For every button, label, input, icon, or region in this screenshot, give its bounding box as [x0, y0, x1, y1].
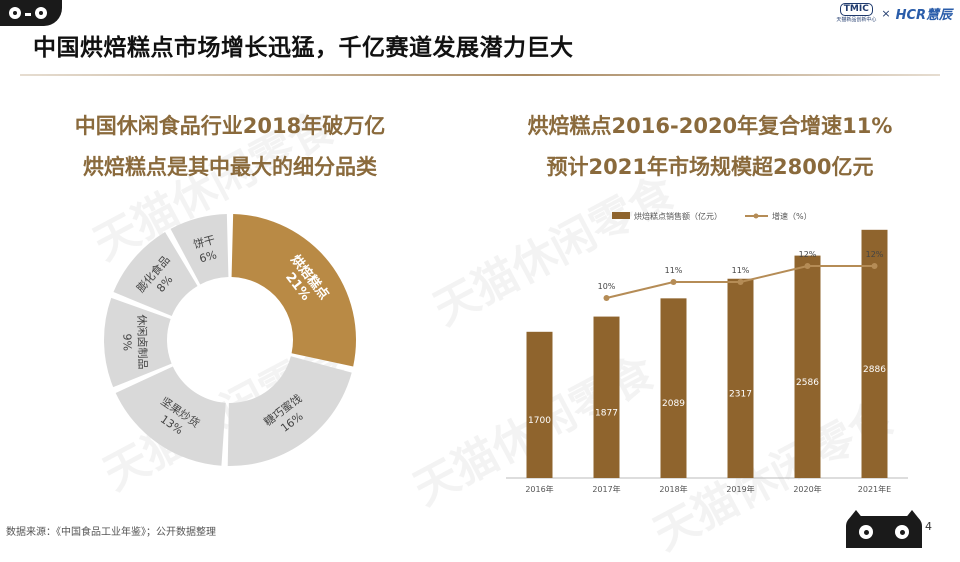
donut-slice [113, 232, 198, 317]
logo-eye-icon [35, 7, 47, 19]
logo-nose-icon [25, 13, 31, 16]
growth-point [871, 263, 878, 269]
tmic-subtitle: 天猫新品创新中心 [836, 17, 877, 23]
logo-ear-icon [848, 510, 864, 520]
growth-value-label: 12% [799, 250, 817, 259]
slide-title: 中国烘焙糕点市场增长迅猛，千亿赛道发展潜力巨大 [33, 35, 574, 61]
legend-line-label: 增速（%） [772, 211, 812, 221]
title-underline [20, 74, 940, 76]
chart-legend: 烘焙糕点销售额（亿元） 增速（%） [612, 211, 812, 221]
logo-eye-icon [859, 525, 873, 539]
donut-slice [103, 297, 172, 388]
donut-label-group: 饼干6% [192, 232, 218, 265]
legend-line-marker [753, 213, 759, 219]
growth-value-label: 11% [732, 266, 750, 275]
x-tick-label: 2016年 [525, 484, 553, 494]
x-tick-label: 2017年 [592, 484, 620, 494]
tmall-logo-top [0, 0, 62, 26]
partner-logos: TMIC 天猫新品创新中心 × HCR慧辰 [836, 3, 952, 23]
bar [727, 278, 754, 478]
tmic-logo: TMIC 天猫新品创新中心 [836, 3, 876, 23]
tmall-logo-bottom [846, 510, 922, 548]
growth-point [670, 279, 677, 285]
legend-bar-swatch [612, 212, 630, 219]
right-headline-2: 预计2021年市场规模超2800亿元 [546, 155, 874, 179]
x-tick-label: 2019年 [726, 484, 754, 494]
bar-value-label: 2089 [662, 399, 685, 409]
left-headline-2: 烘焙糕点是其中最大的细分品类 [83, 155, 377, 179]
bar-value-label: 1700 [528, 416, 551, 426]
growth-value-label: 12% [866, 250, 884, 259]
donut-slice-label: 休闲卤制品 [135, 314, 150, 369]
growth-value-label: 11% [665, 266, 683, 275]
donut-slice [231, 214, 356, 367]
page-number: 4 [925, 520, 932, 533]
hcr-logo: HCR慧辰 [895, 7, 952, 23]
partner-cross: × [881, 6, 891, 20]
logo-ear-icon [904, 510, 920, 520]
x-tick-label: 2018年 [659, 484, 687, 494]
bar [794, 255, 821, 478]
bar [861, 229, 888, 478]
bar-value-label: 2317 [729, 389, 752, 399]
bar [660, 298, 687, 478]
logo-eye-icon [895, 525, 909, 539]
logo-eye-icon [9, 7, 21, 19]
donut-slice-value: 6% [198, 248, 218, 265]
growth-point [737, 279, 744, 285]
bar-value-label: 2886 [863, 365, 886, 375]
growth-point [804, 263, 811, 269]
x-tick-label: 2020年 [793, 484, 821, 494]
donut-slice [227, 356, 352, 466]
growth-value-label: 10% [598, 282, 616, 291]
right-headline-1: 烘焙糕点2016-2020年复合增速11% [527, 114, 893, 138]
x-tick-label: 2021年E [858, 484, 891, 494]
donut-slice [170, 214, 229, 285]
bar [593, 316, 620, 478]
growth-point [603, 295, 610, 301]
bar [526, 331, 553, 478]
donut-slice-value: 9% [120, 333, 133, 351]
legend-bar-label: 烘焙糕点销售额（亿元） [634, 211, 722, 221]
donut-slice [115, 366, 226, 466]
bar-line-chart: 烘焙糕点销售额（亿元） 增速（%） 1700 2016年 1877 2017年 2089 20… [506, 211, 908, 494]
data-source: 数据来源：《中国食品工业年鉴》；公开数据整理 [6, 527, 216, 538]
donut-slice-label: 饼干 [192, 232, 217, 251]
tmic-badge: TMIC [839, 3, 873, 16]
bar-value-label: 1877 [595, 408, 618, 418]
bar-value-label: 2586 [796, 378, 819, 388]
left-headline-1: 中国休闲食品行业2018年破万亿 [74, 114, 386, 138]
